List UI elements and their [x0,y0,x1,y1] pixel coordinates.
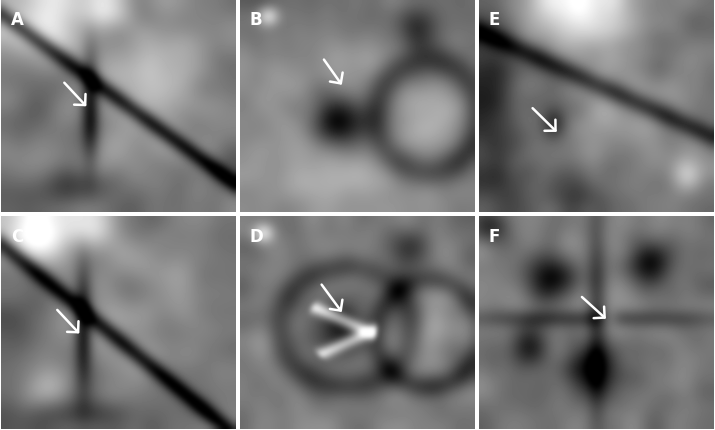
Text: B: B [250,12,262,29]
Text: D: D [250,227,263,246]
Text: F: F [488,227,500,246]
Text: C: C [11,227,23,246]
Text: E: E [488,12,500,29]
Text: A: A [11,12,24,29]
